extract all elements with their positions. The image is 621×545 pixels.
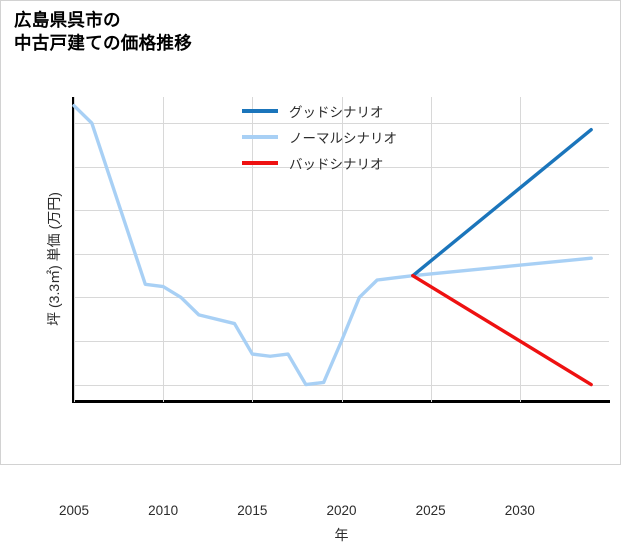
legend-item[interactable]: バッドシナリオ <box>242 150 472 176</box>
series-line <box>411 273 593 387</box>
y-axis-label: 坪 (3.3㎡) 単価 (万円) <box>46 192 62 326</box>
gridline-vertical <box>341 97 343 402</box>
x-axis-tick-label: 2030 <box>504 503 535 518</box>
legend-label: グッドシナリオ <box>289 105 384 120</box>
x-axis-tick-label: 2010 <box>148 503 179 518</box>
legend-swatch-normal <box>242 135 278 139</box>
chart-legend: グッドシナリオ ノーマルシナリオ バッドシナリオ <box>242 98 472 176</box>
legend-label: バッドシナリオ <box>289 157 384 172</box>
gridline-vertical <box>163 97 165 402</box>
plot-area: 27282930313233 200520102015202020252030 … <box>46 97 609 543</box>
chart-title: 広島県呉市の 中古戸建ての価格推移 <box>14 10 192 54</box>
data-series-layer <box>72 104 593 387</box>
gridline-vertical <box>430 97 432 402</box>
legend-swatch-good <box>242 109 278 113</box>
legend-label: ノーマルシナリオ <box>289 131 397 146</box>
legend-swatch-bad <box>242 161 278 165</box>
x-axis-tick-label: 2015 <box>237 503 268 518</box>
x-axis-tick-label: 2020 <box>326 503 357 518</box>
gridline-vertical <box>519 97 521 402</box>
legend-item[interactable]: グッドシナリオ <box>242 98 472 124</box>
y-axis-spine <box>72 97 75 403</box>
x-axis-tick-label: 2025 <box>415 503 446 518</box>
series-line <box>72 104 593 387</box>
gridline-vertical <box>252 97 254 402</box>
x-axis-tick-label: 2005 <box>58 503 90 518</box>
x-axis-label: 年 <box>334 527 349 543</box>
legend-item[interactable]: ノーマルシナリオ <box>242 124 472 150</box>
series-line <box>411 127 593 278</box>
gridline-vertical <box>74 97 75 402</box>
